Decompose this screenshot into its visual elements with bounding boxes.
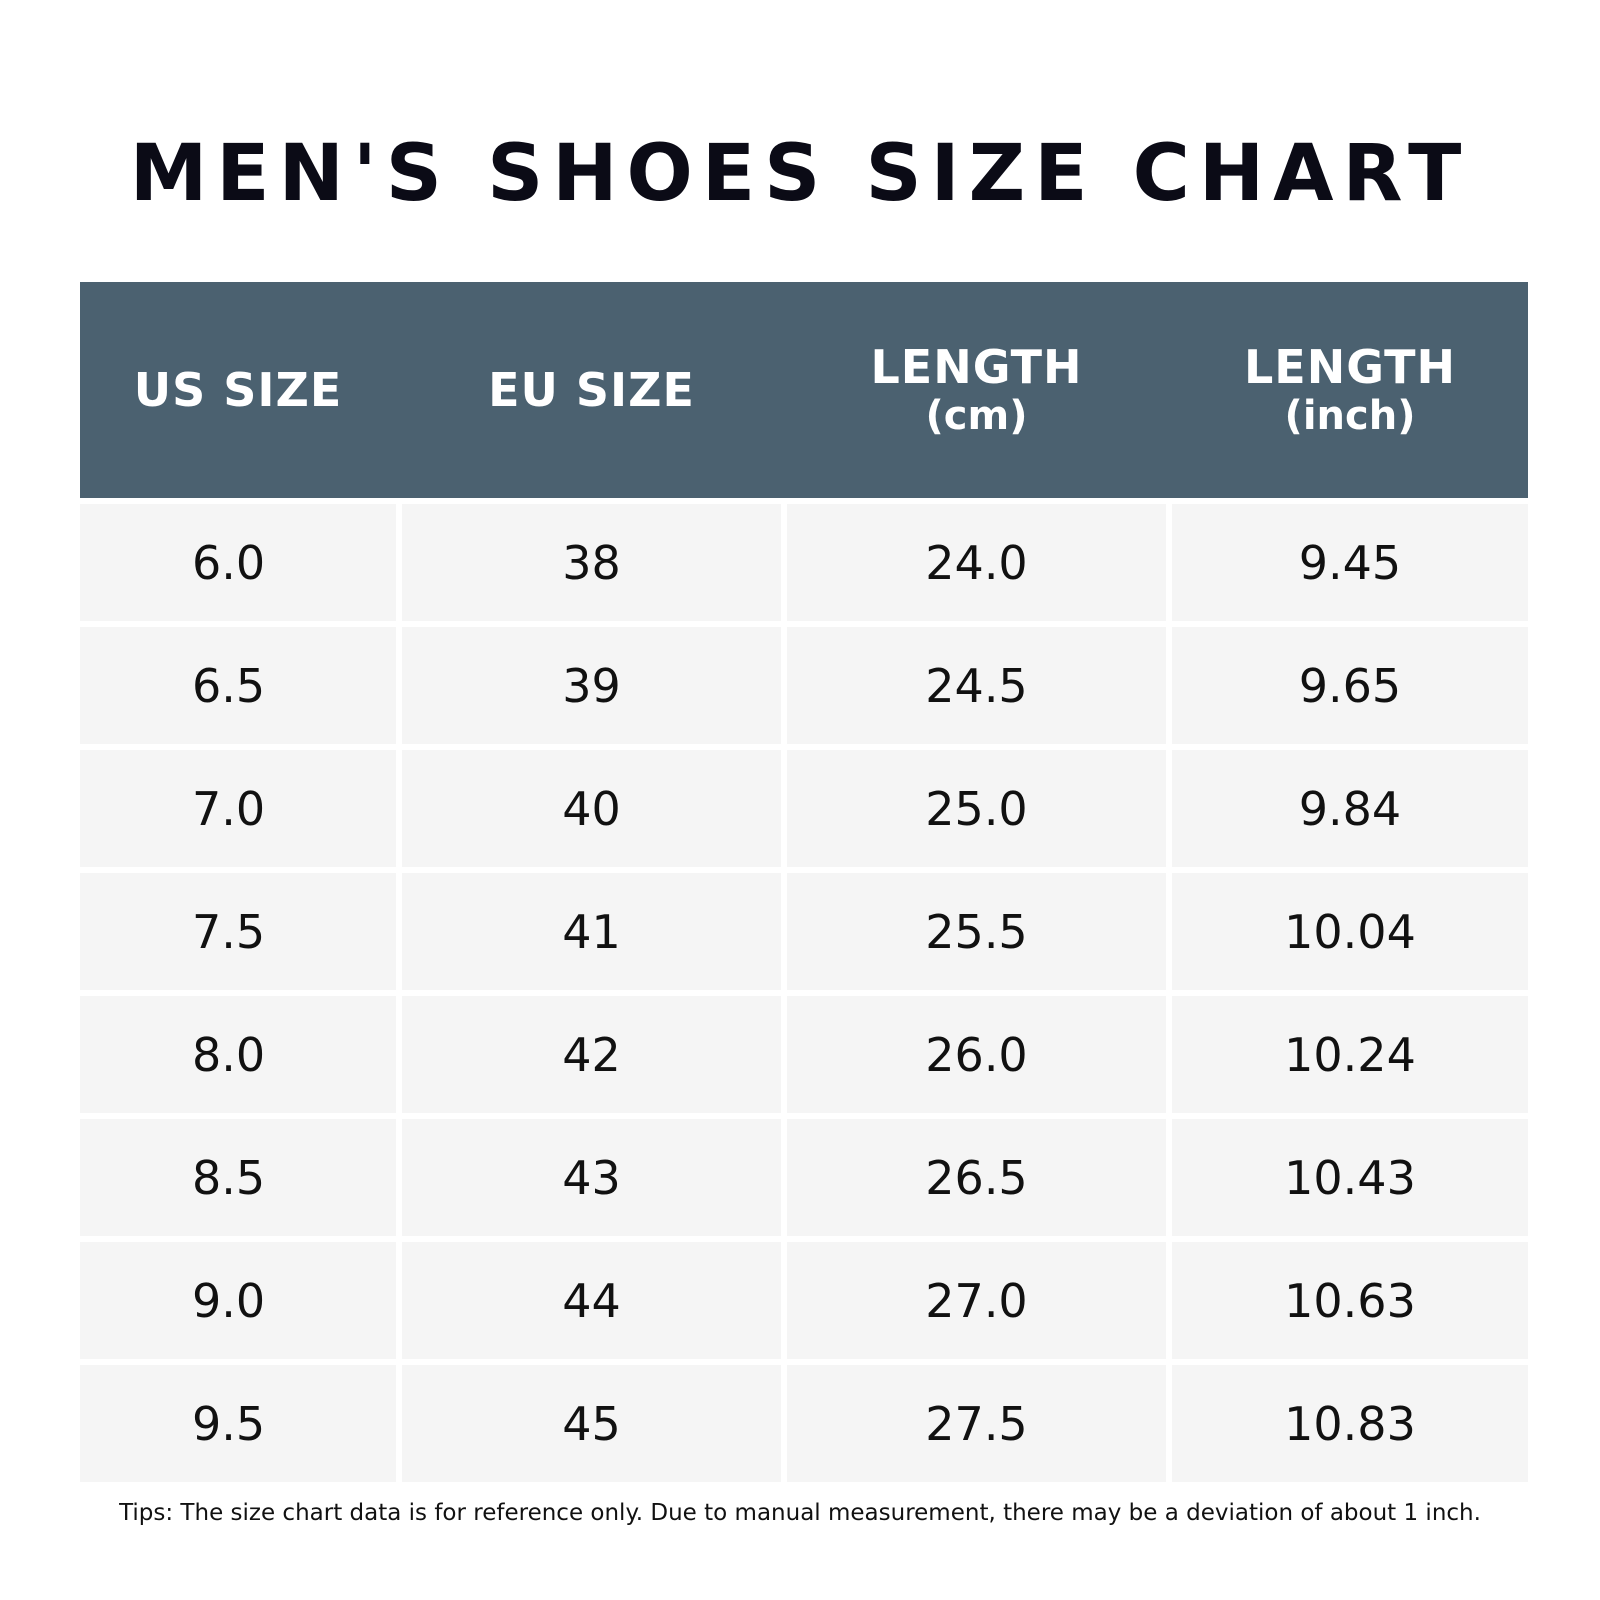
table-row: 7.0 40 25.0 9.84	[80, 750, 1528, 867]
cell-eu-size: 38	[402, 504, 781, 621]
header-label: LENGTH	[1243, 340, 1457, 394]
cell-length-inch: 9.84	[1172, 750, 1528, 867]
cell-length-inch: 10.83	[1172, 1365, 1528, 1482]
cell-us-size: 9.0	[80, 1242, 396, 1359]
table-row: 9.0 44 27.0 10.63	[80, 1242, 1528, 1359]
cell-us-size: 9.5	[80, 1365, 396, 1482]
header-us-size: US SIZE	[80, 282, 396, 498]
size-chart-table: US SIZE EU SIZE LENGTH (cm) LENGTH (inch…	[80, 282, 1528, 1488]
cell-length-cm: 26.0	[787, 996, 1166, 1113]
cell-us-size: 6.0	[80, 504, 396, 621]
cell-us-size: 7.0	[80, 750, 396, 867]
table-row: 6.5 39 24.5 9.65	[80, 627, 1528, 744]
cell-us-size: 8.0	[80, 996, 396, 1113]
cell-eu-size: 42	[402, 996, 781, 1113]
header-label: LENGTH	[870, 340, 1083, 394]
cell-length-cm: 25.5	[787, 873, 1166, 990]
cell-length-cm: 27.5	[787, 1365, 1166, 1482]
header-label: US SIZE	[133, 363, 343, 417]
cell-eu-size: 43	[402, 1119, 781, 1236]
cell-us-size: 6.5	[80, 627, 396, 744]
cell-length-cm: 24.0	[787, 504, 1166, 621]
header-unit: (inch)	[1284, 393, 1416, 439]
cell-length-inch: 10.63	[1172, 1242, 1528, 1359]
table-row: 9.5 45 27.5 10.83	[80, 1365, 1528, 1482]
cell-length-cm: 25.0	[787, 750, 1166, 867]
cell-length-inch: 10.04	[1172, 873, 1528, 990]
cell-length-inch: 9.65	[1172, 627, 1528, 744]
table-body: 6.0 38 24.0 9.45 6.5 39 24.5 9.65 7.0 40…	[80, 504, 1528, 1482]
cell-eu-size: 39	[402, 627, 781, 744]
cell-length-inch: 9.45	[1172, 504, 1528, 621]
cell-us-size: 8.5	[80, 1119, 396, 1236]
header-eu-size: EU SIZE	[402, 282, 781, 498]
cell-length-inch: 10.43	[1172, 1119, 1528, 1236]
header-label: EU SIZE	[488, 363, 695, 417]
table-header: US SIZE EU SIZE LENGTH (cm) LENGTH (inch…	[80, 282, 1528, 498]
header-unit: (cm)	[925, 393, 1028, 439]
table-row: 7.5 41 25.5 10.04	[80, 873, 1528, 990]
page-title: MEN'S SHOES SIZE CHART	[129, 129, 1471, 219]
cell-length-cm: 24.5	[787, 627, 1166, 744]
cell-eu-size: 44	[402, 1242, 781, 1359]
table-row: 8.5 43 26.5 10.43	[80, 1119, 1528, 1236]
cell-eu-size: 45	[402, 1365, 781, 1482]
table-row: 8.0 42 26.0 10.24	[80, 996, 1528, 1113]
header-length-cm: LENGTH (cm)	[787, 282, 1166, 498]
cell-length-cm: 27.0	[787, 1242, 1166, 1359]
cell-eu-size: 41	[402, 873, 781, 990]
cell-length-cm: 26.5	[787, 1119, 1166, 1236]
cell-us-size: 7.5	[80, 873, 396, 990]
cell-length-inch: 10.24	[1172, 996, 1528, 1113]
cell-eu-size: 40	[402, 750, 781, 867]
tips-note: Tips: The size chart data is for referen…	[119, 1500, 1481, 1526]
header-length-inch: LENGTH (inch)	[1172, 282, 1528, 498]
table-row: 6.0 38 24.0 9.45	[80, 504, 1528, 621]
